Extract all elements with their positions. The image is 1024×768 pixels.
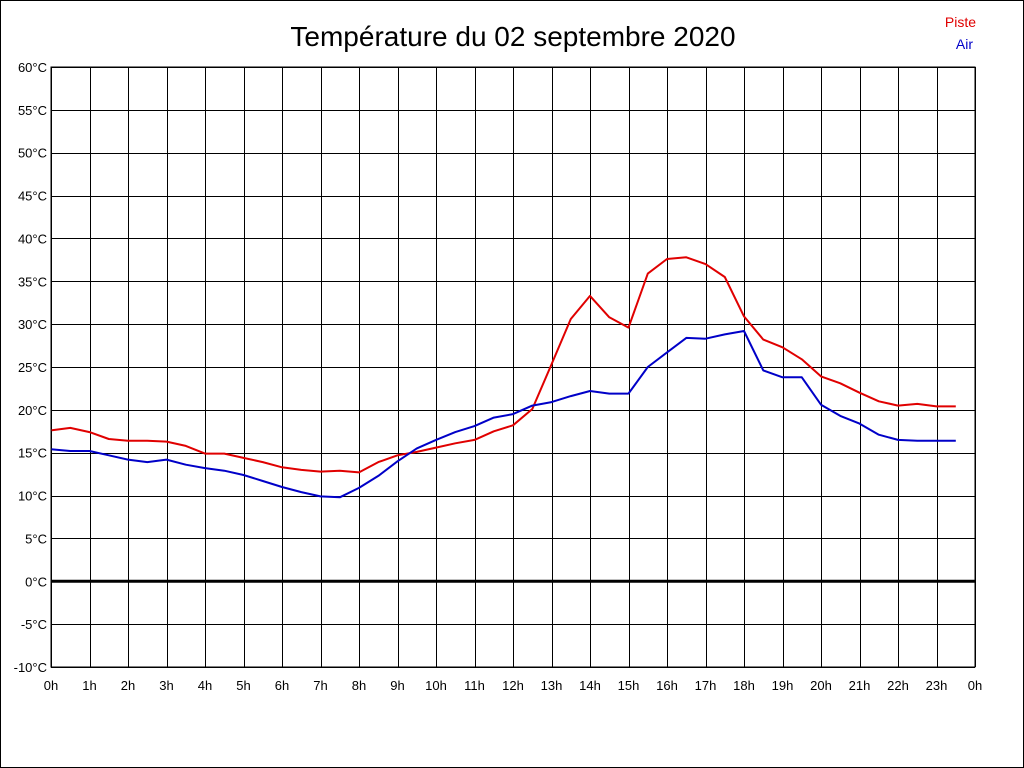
y-tick-label: 10°C xyxy=(18,489,47,504)
y-tick-label: 60°C xyxy=(18,60,47,75)
x-tick-label: 14h xyxy=(579,678,601,693)
y-tick-label: 40°C xyxy=(18,231,47,246)
y-tick-label: 0°C xyxy=(25,574,47,589)
x-tick-label: 15h xyxy=(618,678,640,693)
x-tick-label: 9h xyxy=(390,678,404,693)
y-tick-label: 55°C xyxy=(18,103,47,118)
x-tick-label: 21h xyxy=(849,678,871,693)
y-tick-label: 5°C xyxy=(25,531,47,546)
x-tick-label: 11h xyxy=(464,678,485,693)
y-tick-label: 20°C xyxy=(18,403,47,418)
x-tick-label: 22h xyxy=(887,678,909,693)
x-tick-label: 23h xyxy=(926,678,948,693)
series-line-piste xyxy=(50,256,956,474)
x-tick-label: 0h xyxy=(44,678,58,693)
y-tick-label: 45°C xyxy=(18,189,47,204)
y-tick-label: 25°C xyxy=(18,360,47,375)
x-tick-label: 1h xyxy=(82,678,96,693)
x-tick-label: 17h xyxy=(695,678,717,693)
y-tick-label: -5°C xyxy=(21,617,47,632)
x-tick-label: 6h xyxy=(275,678,289,693)
plot-frame xyxy=(50,66,976,668)
x-tick-label: 5h xyxy=(236,678,250,693)
y-tick-label: 15°C xyxy=(18,446,47,461)
x-tick-label: 12h xyxy=(502,678,524,693)
x-tick-label: 13h xyxy=(541,678,563,693)
x-tick-label: 0h xyxy=(968,678,982,693)
legend-air: Air xyxy=(956,36,973,52)
x-tick-label: 7h xyxy=(313,678,327,693)
legend-piste: Piste xyxy=(945,14,976,30)
x-tick-label: 20h xyxy=(810,678,832,693)
y-tick-label: 30°C xyxy=(18,317,47,332)
grid-lines xyxy=(51,67,976,668)
y-tick-label: 50°C xyxy=(18,146,47,161)
x-tick-label: 2h xyxy=(121,678,135,693)
y-tick-label: -10°C xyxy=(14,660,47,675)
x-tick-label: 16h xyxy=(656,678,678,693)
series-lines xyxy=(50,256,956,499)
series-line-air xyxy=(50,330,956,499)
x-tick-labels: 0h 1h 2h 3h 4h 5h 6h 7h 8h 9h 10h 11h 12h 13h 14h 15h 16… xyxy=(44,678,982,693)
x-tick-label: 8h xyxy=(352,678,366,693)
x-tick-label: 18h xyxy=(733,678,755,693)
x-tick-label: 4h xyxy=(198,678,212,693)
chart-title: Température du 02 septembre 2020 xyxy=(290,21,735,52)
y-tick-labels: 60°C 55°C 50°C 45°C 40°C 35°C 30°C 25°C 20°C 15°C… xyxy=(14,60,47,675)
y-tick-label: 35°C xyxy=(18,274,47,289)
x-tick-label: 19h xyxy=(772,678,794,693)
x-tick-label: 3h xyxy=(159,678,173,693)
x-tick-label: 10h xyxy=(425,678,447,693)
